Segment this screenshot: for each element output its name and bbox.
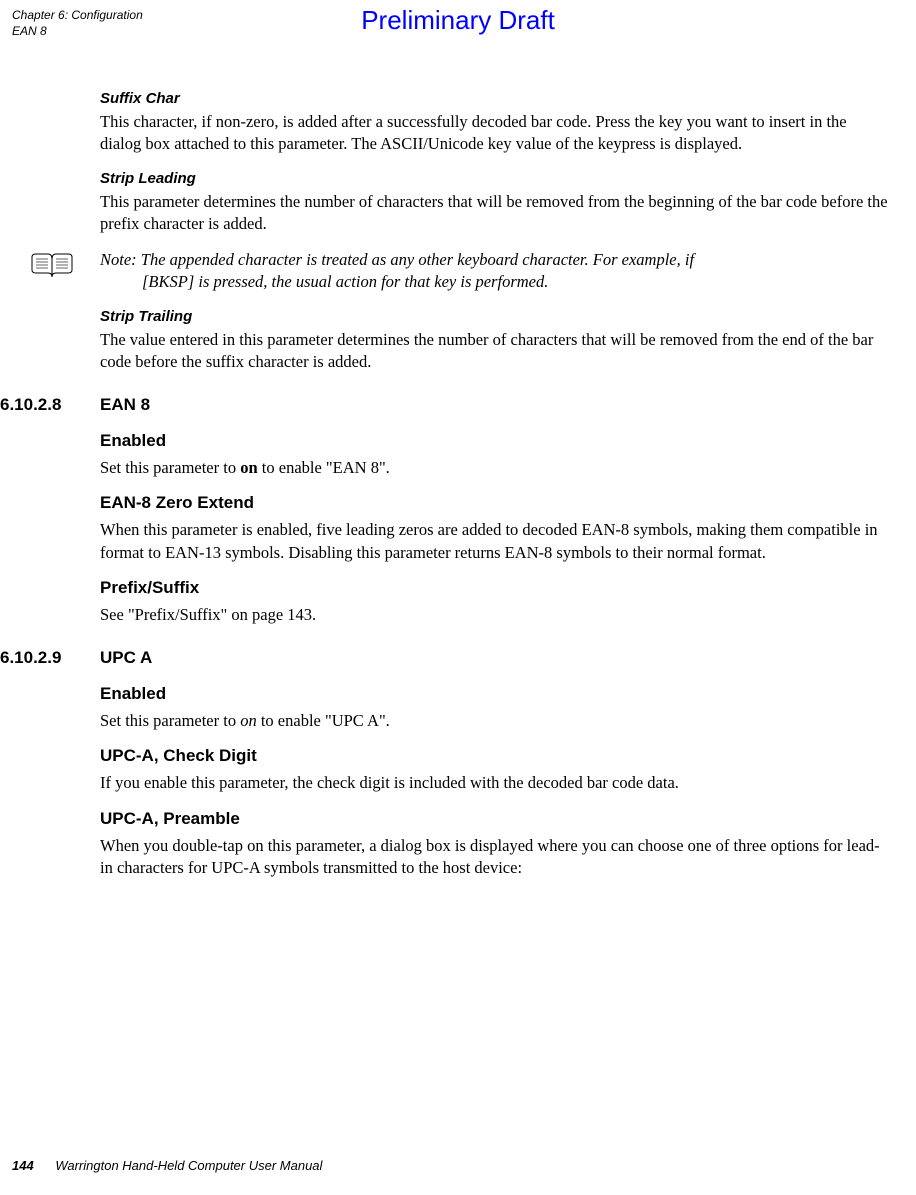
upca-check-digit-body: If you enable this parameter, the check … <box>100 772 890 794</box>
upca-enabled-heading: Enabled <box>100 684 890 704</box>
note-line2: [BKSP] is pressed, the usual action for … <box>100 271 694 293</box>
ean8-enabled-post: to enable "EAN 8". <box>258 458 390 477</box>
suffix-char-body: This character, if non-zero, is added af… <box>100 111 890 156</box>
ean8-enabled-bold: on <box>240 458 257 477</box>
ean8-enabled-body: Set this parameter to on to enable "EAN … <box>100 457 890 479</box>
suffix-char-heading: Suffix Char <box>100 90 890 107</box>
ean8-enabled-heading: Enabled <box>100 431 890 451</box>
upca-preamble-heading: UPC-A, Preamble <box>100 809 890 829</box>
strip-trailing-heading: Strip Trailing <box>100 308 890 325</box>
ean8-zero-extend-body: When this parameter is enabled, five lea… <box>100 519 890 564</box>
manual-title: Warrington Hand-Held Computer User Manua… <box>55 1158 322 1173</box>
draft-watermark: Preliminary Draft <box>0 5 916 36</box>
note-block: Note: The appended character is treated … <box>30 249 890 294</box>
upca-enabled-body: Set this parameter to on to enable "UPC … <box>100 710 890 732</box>
upca-enabled-italic: on <box>240 711 257 730</box>
note-line1: The appended character is treated as any… <box>141 250 694 269</box>
strip-leading-body: This parameter determines the number of … <box>100 191 890 236</box>
upca-preamble-body: When you double-tap on this parameter, a… <box>100 835 890 880</box>
strip-trailing-body: The value entered in this parameter dete… <box>100 329 890 374</box>
note-label: Note: <box>100 250 137 269</box>
main-content: Suffix Char This character, if non-zero,… <box>100 90 890 893</box>
ean8-enabled-pre: Set this parameter to <box>100 458 240 477</box>
upca-check-digit-heading: UPC-A, Check Digit <box>100 746 890 766</box>
section-title-upca: UPC A <box>100 648 152 668</box>
ean8-zero-extend-heading: EAN-8 Zero Extend <box>100 493 890 513</box>
note-text: Note: The appended character is treated … <box>100 249 694 294</box>
upca-enabled-pre: Set this parameter to <box>100 711 240 730</box>
ean8-prefix-suffix-body: See "Prefix/Suffix" on page 143. <box>100 604 890 626</box>
upca-enabled-post: to enable "UPC A". <box>257 711 390 730</box>
page-footer: 144 Warrington Hand-Held Computer User M… <box>12 1158 322 1173</box>
section-number-upca: 6.10.2.9 <box>0 648 100 668</box>
section-title-ean8: EAN 8 <box>100 395 150 415</box>
section-number-ean8: 6.10.2.8 <box>0 395 100 415</box>
strip-leading-heading: Strip Leading <box>100 170 890 187</box>
book-icon <box>30 251 74 281</box>
section-ean8-heading: 6.10.2.8 EAN 8 <box>0 395 890 415</box>
ean8-prefix-suffix-heading: Prefix/Suffix <box>100 578 890 598</box>
section-upca-heading: 6.10.2.9 UPC A <box>0 648 890 668</box>
page-number: 144 <box>12 1158 34 1173</box>
